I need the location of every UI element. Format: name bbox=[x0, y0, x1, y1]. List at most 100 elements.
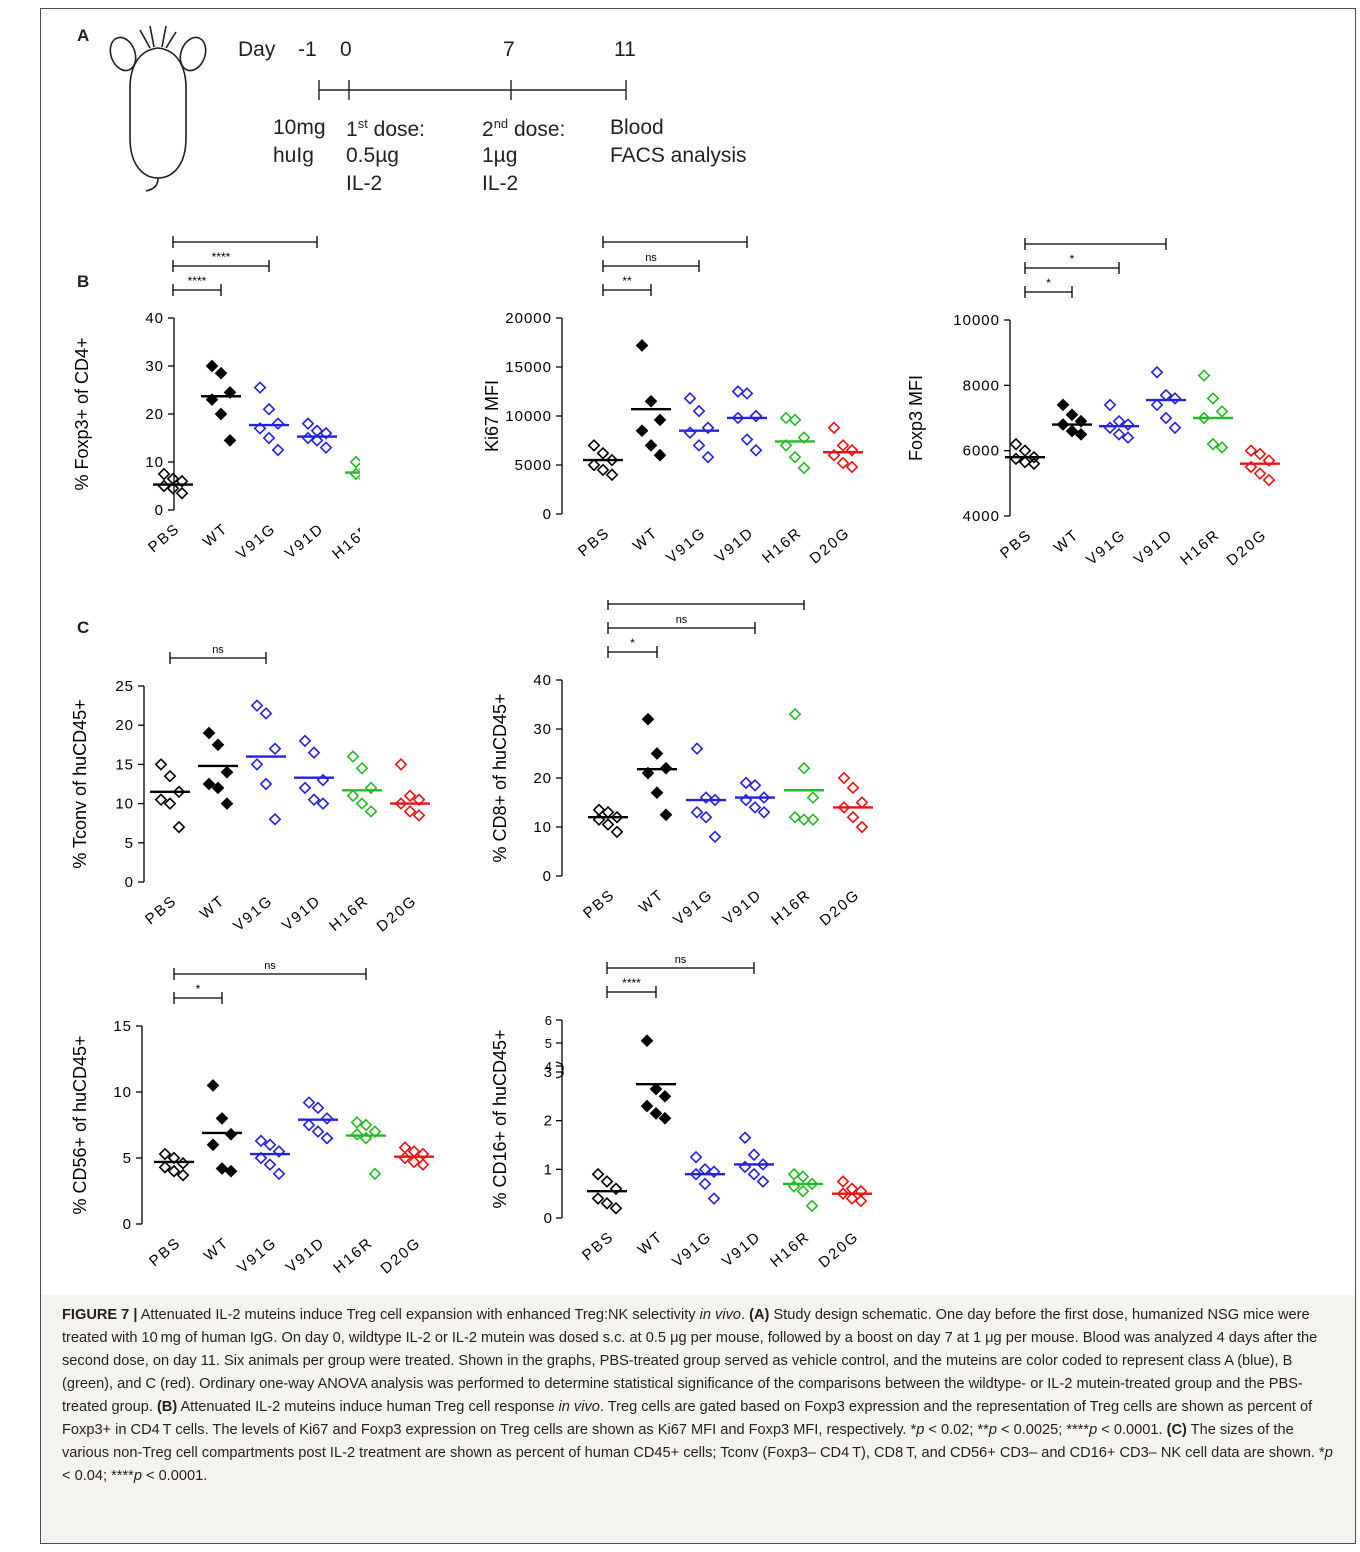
data-point bbox=[601, 805, 615, 819]
data-point bbox=[298, 734, 312, 748]
data-point bbox=[301, 417, 315, 430]
y-axis-label: % Tconv of huCD45+ bbox=[70, 699, 90, 868]
data-point bbox=[749, 443, 763, 457]
data-point bbox=[649, 1107, 663, 1120]
x-category-label: V91D bbox=[282, 520, 328, 562]
data-point bbox=[1065, 408, 1079, 422]
data-point bbox=[683, 392, 697, 405]
data-point bbox=[635, 424, 649, 438]
y-axis-label: % CD56+ of huCD45+ bbox=[70, 1035, 90, 1214]
data-point bbox=[806, 791, 820, 804]
data-point bbox=[320, 1131, 334, 1145]
data-point bbox=[263, 1158, 277, 1171]
data-point bbox=[797, 813, 811, 826]
caption-text-segment: in vivo bbox=[699, 1307, 742, 1323]
data-point bbox=[211, 781, 225, 795]
data-point bbox=[731, 385, 745, 398]
significance-label: ns bbox=[264, 960, 276, 972]
data-point bbox=[316, 797, 330, 810]
data-point bbox=[202, 726, 216, 740]
caption-text-segment: p bbox=[988, 1422, 997, 1438]
data-point bbox=[271, 443, 285, 457]
data-point bbox=[658, 1111, 672, 1125]
significance-label: **** bbox=[188, 274, 207, 288]
data-point bbox=[610, 825, 624, 839]
timeline-note-day-0-line1: 1st dose: bbox=[346, 116, 426, 141]
data-point bbox=[787, 1180, 801, 1193]
significance-bracket bbox=[602, 284, 652, 296]
y-tick-label: 20 bbox=[533, 770, 552, 787]
data-point bbox=[262, 402, 276, 416]
data-point bbox=[176, 1168, 190, 1182]
data-point bbox=[699, 791, 713, 804]
data-point bbox=[649, 1082, 663, 1096]
caption-text-segment: < 0.02; ** bbox=[924, 1422, 989, 1438]
data-point bbox=[220, 765, 234, 779]
x-category-label: V91G bbox=[1083, 526, 1129, 569]
caption-text-segment: p bbox=[1089, 1422, 1098, 1438]
y-tick-label: 4 bbox=[545, 1059, 552, 1074]
data-point bbox=[310, 434, 324, 447]
data-point bbox=[738, 1160, 752, 1174]
significance-bracket bbox=[172, 236, 318, 248]
timeline-day-minus1: -1 bbox=[298, 38, 317, 61]
data-point bbox=[748, 801, 762, 814]
significance-label: ns bbox=[212, 644, 224, 656]
y-tick-label: 4000 bbox=[963, 508, 1000, 525]
data-point bbox=[698, 1177, 712, 1191]
data-point bbox=[163, 769, 177, 783]
caption-text-segment: < 0.04; **** bbox=[62, 1468, 134, 1484]
caption-text-segment: < 0.0025; **** bbox=[996, 1422, 1090, 1438]
significance-bracket bbox=[607, 646, 658, 658]
significance-bracket bbox=[172, 260, 270, 272]
data-point bbox=[1056, 398, 1070, 412]
data-point bbox=[701, 421, 715, 435]
data-point bbox=[1112, 428, 1126, 441]
significance-bracket bbox=[602, 260, 700, 272]
data-point bbox=[223, 386, 237, 399]
data-point bbox=[364, 805, 378, 818]
figure-caption: FIGURE 7 | Attenuated IL-2 muteins induc… bbox=[62, 1304, 1342, 1488]
caption-text-segment: (C) bbox=[1166, 1422, 1187, 1438]
data-point bbox=[1103, 421, 1117, 435]
y-tick-label: 30 bbox=[533, 721, 552, 738]
significance-label: **** bbox=[1086, 236, 1105, 242]
data-point bbox=[845, 460, 859, 474]
data-point bbox=[757, 805, 771, 819]
data-point bbox=[158, 1160, 172, 1174]
y-tick-label: 5 bbox=[123, 1150, 132, 1167]
caption-panel bbox=[41, 1295, 1355, 1543]
data-point bbox=[708, 793, 722, 807]
data-point bbox=[788, 707, 802, 721]
caption-text-segment: p bbox=[1324, 1445, 1333, 1461]
data-point bbox=[596, 463, 610, 477]
data-point bbox=[301, 431, 315, 445]
data-point bbox=[605, 468, 619, 482]
data-point bbox=[259, 777, 273, 791]
data-point bbox=[268, 812, 282, 826]
data-point bbox=[250, 758, 264, 771]
data-point bbox=[272, 1145, 286, 1158]
data-point bbox=[223, 434, 237, 447]
y-tick-label: 2 bbox=[544, 1113, 552, 1130]
data-point bbox=[403, 789, 417, 803]
data-point bbox=[796, 1170, 810, 1183]
data-point bbox=[157, 467, 171, 481]
data-point bbox=[416, 1158, 430, 1171]
significance-bracket bbox=[1024, 286, 1073, 298]
y-axis-label: % CD8+ of huCD45+ bbox=[490, 693, 510, 862]
data-point bbox=[644, 439, 658, 452]
x-category-label: V91D bbox=[720, 886, 766, 928]
data-point bbox=[659, 808, 673, 822]
y-tick-label: 10000 bbox=[953, 312, 1000, 329]
data-point bbox=[836, 1175, 850, 1188]
data-point bbox=[796, 1184, 810, 1198]
data-point bbox=[757, 791, 771, 804]
y-tick-label: 5 bbox=[545, 1036, 552, 1051]
data-point bbox=[689, 1150, 703, 1164]
x-category-label: V91D bbox=[1131, 526, 1177, 568]
data-point bbox=[302, 1096, 316, 1109]
data-point bbox=[797, 431, 811, 444]
data-point bbox=[587, 439, 601, 452]
data-point bbox=[610, 810, 624, 824]
